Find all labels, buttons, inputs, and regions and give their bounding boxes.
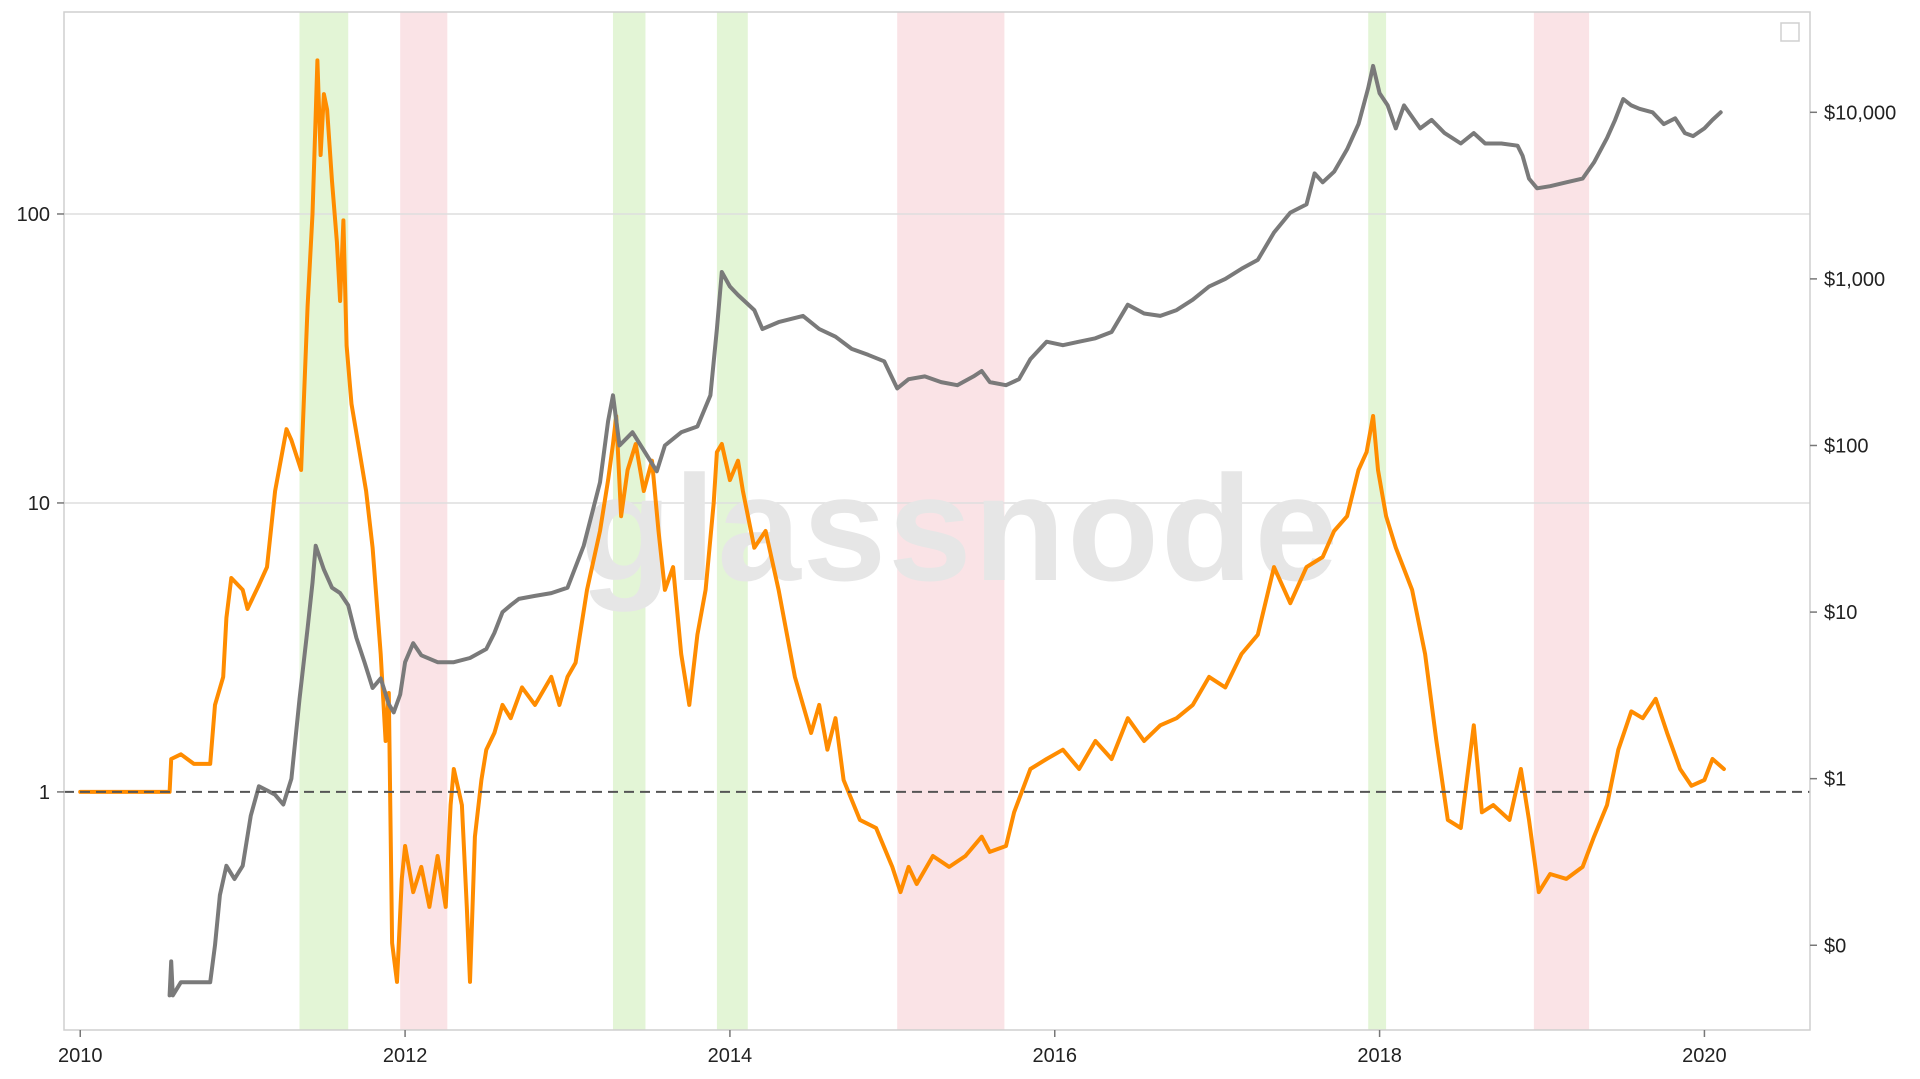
x-tick-label-0: 2010 (58, 1045, 103, 1067)
right-tick-label-1: $1 (1824, 769, 1846, 791)
price-line (167, 63, 1723, 998)
series-lines (64, 58, 1810, 998)
cycle-bands (299, 12, 1590, 1030)
left-tick-label-1: 10 (28, 493, 50, 515)
left-tick-label-0: 1 (39, 782, 50, 804)
x-tick-label-2: 2014 (708, 1045, 753, 1067)
mvrv-line (78, 58, 1726, 984)
legend-toggle-checkbox[interactable] (1780, 22, 1800, 42)
right-tick-label-0: $0 (1824, 935, 1846, 957)
watermark: glassnode (580, 444, 1340, 612)
right-tick-label-4: $1,000 (1824, 269, 1885, 291)
green-band-0 (299, 12, 349, 1030)
right-tick-label-3: $100 (1824, 435, 1869, 457)
green-band-5 (1368, 12, 1387, 1030)
x-tick-label-5: 2020 (1682, 1045, 1727, 1067)
right-tick-label-5: $10,000 (1824, 102, 1896, 124)
plot-frame (63, 11, 1811, 1031)
x-tick-label-4: 2018 (1357, 1045, 1402, 1067)
x-tick-label-1: 2012 (383, 1045, 428, 1067)
green-band-2 (612, 12, 646, 1030)
red-band-4 (897, 12, 1005, 1030)
right-tick-label-2: $10 (1824, 602, 1857, 624)
gridlines (64, 213, 1810, 504)
plot-border (63, 11, 1811, 1031)
x-tick-label-3: 2016 (1033, 1045, 1078, 1067)
green-band-3 (716, 12, 748, 1030)
axis-ticks: 2010 2012 2014 2016 2018 2020 1 10 100 $0 $1 $10 $10… (17, 102, 1897, 1067)
left-tick-label-2: 100 (17, 204, 50, 226)
